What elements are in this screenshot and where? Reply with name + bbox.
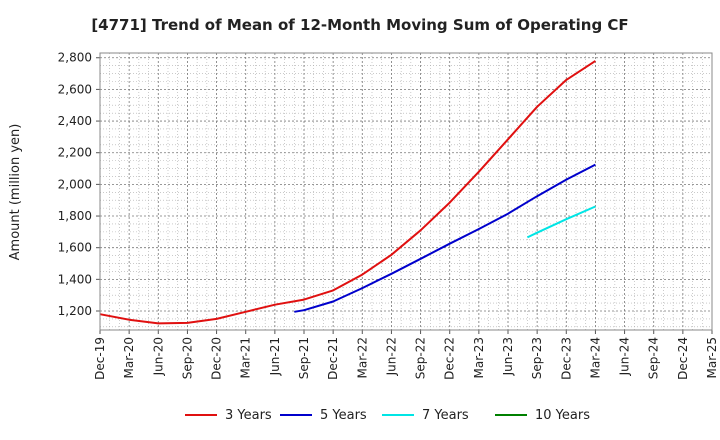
series-layer (99, 60, 596, 325)
x-tick-label: Mar-24 (588, 337, 602, 378)
y-tick-label: 2,200 (58, 146, 92, 160)
x-tick-label: Jun-20 (151, 337, 165, 376)
x-tick-label: Jun-22 (384, 337, 398, 376)
x-tick-label: Sep-20 (180, 337, 194, 379)
legend-label: 10 Years (535, 408, 590, 423)
x-axis-ticks: Dec-19 Mar-20 Jun-20 Sep-20 Dec-20 Mar-21 Jun-… (93, 330, 719, 380)
series-line-5-years (294, 163, 596, 313)
y-tick-label: 1,600 (58, 241, 92, 255)
legend-label: 7 Years (422, 408, 469, 423)
x-tick-label: Sep-21 (297, 337, 311, 379)
legend-label: 5 Years (320, 408, 367, 423)
y-tick-label: 1,400 (58, 272, 92, 286)
x-tick-label: Sep-24 (647, 337, 661, 379)
x-tick-label: Mar-22 (355, 337, 369, 378)
legend: 3 Years 5 Years 7 Years 10 Years (185, 408, 590, 423)
x-tick-label: Jun-23 (501, 337, 515, 376)
x-tick-label: Mar-20 (122, 337, 136, 378)
x-tick-label: Sep-23 (530, 337, 544, 379)
x-tick-label: Dec-20 (210, 337, 224, 380)
x-tick-label: Dec-23 (559, 337, 573, 380)
series-line-3-years (99, 60, 596, 325)
y-axis-ticks: 1,200 1,400 1,600 1,800 2,000 2,200 2,400 2,600… (58, 51, 100, 318)
x-tick-label: Jun-24 (618, 337, 632, 376)
x-tick-label: Mar-21 (239, 337, 253, 378)
series-line-7-years (526, 205, 596, 239)
grid-layer (100, 53, 712, 330)
chart-title: [4771] Trend of Mean of 12-Month Moving … (91, 16, 628, 34)
y-tick-label: 2,000 (58, 177, 92, 191)
x-tick-label: Jun-21 (268, 337, 282, 376)
x-tick-label: Dec-19 (93, 337, 107, 380)
y-tick-label: 2,400 (58, 114, 92, 128)
y-tick-label: 1,800 (58, 209, 92, 223)
legend-label: 3 Years (225, 408, 272, 423)
x-tick-label: Dec-24 (676, 337, 690, 380)
y-tick-label: 1,200 (58, 304, 92, 318)
x-tick-label: Mar-23 (472, 337, 486, 378)
x-tick-label: Dec-22 (443, 337, 457, 380)
y-tick-label: 2,800 (58, 51, 92, 65)
x-tick-label: Sep-22 (414, 337, 428, 379)
y-axis-label: Amount (million yen) (8, 124, 23, 261)
x-tick-label: Mar-25 (705, 337, 719, 378)
x-tick-label: Dec-21 (326, 337, 340, 380)
plot-frame (99, 52, 713, 331)
y-tick-label: 2,600 (58, 82, 92, 96)
